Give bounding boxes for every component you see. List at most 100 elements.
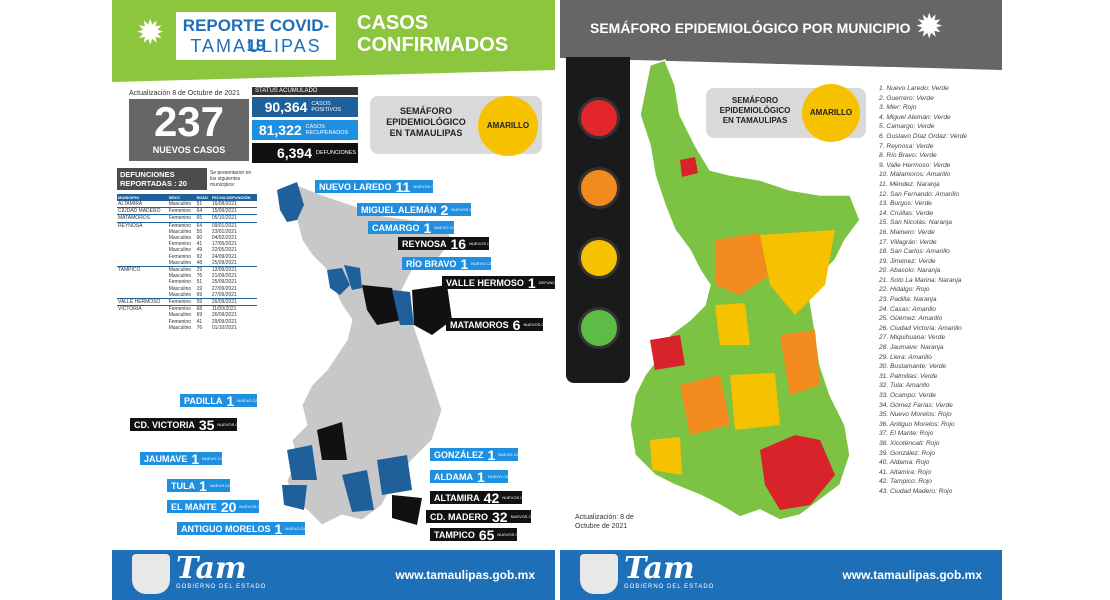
- website-link[interactable]: www.tamaulipas.gob.mx: [842, 568, 982, 582]
- list-item: 21. Soto La Marina: Naranja: [879, 276, 962, 284]
- label-name: TULA: [171, 480, 195, 491]
- brand-sub: GOBIERNO DEL ESTADO: [176, 584, 267, 590]
- table-row: CIUDAD MADERO Femenino 64 15/09/2021: [117, 207, 257, 215]
- table-cell: Femenino: [168, 253, 191, 260]
- table-row: VICTORIA Femenino 68 11/09/2021: [117, 305, 257, 313]
- semaforo-title: SEMÁFORO EPIDEMIOLÓGICO EN TAMAULIPAS: [719, 96, 791, 125]
- table-row: Masculino 76 01/10/2021: [117, 325, 257, 331]
- municipality-nuevo-laredo: [277, 182, 304, 222]
- label-name: EL MANTE: [171, 501, 217, 512]
- region-south-red: [760, 435, 835, 510]
- brand: Tam: [624, 551, 695, 586]
- label-name: GONZÁLEZ: [434, 449, 484, 460]
- table-cell: 60: [196, 235, 203, 242]
- list-item: 12. San Fernando: Amarillo: [879, 190, 960, 198]
- state-shield-icon: [580, 554, 618, 594]
- table-body: ALTAMIRA Masculino 51 16/08/2021 CIUDAD MADE…: [117, 199, 257, 332]
- covid-report-panel: ✹ REPORTE COVID-19 TAMAULIPAS CASOS CONF…: [112, 0, 555, 600]
- light-yellow: [578, 237, 620, 279]
- region-tula: [650, 437, 682, 475]
- table-cell: Femenino: [167, 298, 196, 306]
- deaths-title: DEFUNCIONES REPORTADAS : 20: [117, 168, 207, 190]
- map-label: ANTIGUO MORELOS 1 NUEVO CASO: [177, 521, 312, 537]
- table-cell: Femenino: [167, 207, 196, 215]
- table-cell: 04/02/2021: [211, 235, 237, 242]
- table-cell: 25/09/2021: [211, 279, 237, 286]
- list-item: 32. Tula: Amarillo: [879, 382, 930, 390]
- label-sub: NUEVOS CASOS: [451, 206, 484, 212]
- table-row: Masculino 60 04/02/2021: [117, 235, 257, 241]
- table-cell: 64: [195, 207, 211, 215]
- label-name: NUEVO LAREDO: [319, 181, 392, 192]
- list-item: 4. Miguel Alemán: Verde: [879, 113, 951, 121]
- table-cell: MATAMOROS: [117, 214, 168, 223]
- label-name: CD. VICTORIA: [134, 419, 195, 430]
- municipality-miguel-aleman: [327, 268, 350, 295]
- table-cell: 69: [196, 312, 203, 319]
- website-link[interactable]: www.tamaulipas.gob.mx: [395, 568, 535, 582]
- header-slant: [112, 70, 555, 82]
- section-title-line2: CONFIRMADOS: [357, 34, 509, 56]
- table-cell: 27/09/2021: [211, 291, 237, 298]
- label-count: 20: [220, 498, 237, 515]
- section-title: CASOS CONFIRMADOS: [357, 12, 508, 56]
- right-title: SEMÁFORO EPIDEMIOLÓGICO POR MUNICIPIO: [590, 20, 911, 36]
- table-cell: CIUDAD MADERO: [117, 207, 168, 215]
- label-count: 6: [512, 316, 521, 333]
- label-sub: DEFUNCIÓN: [538, 279, 555, 285]
- label-name: CAMARGO: [372, 222, 420, 233]
- map-label: VALLE HERMOSO1DEFUNCIÓN: [442, 275, 555, 291]
- virus-icon: ✹: [136, 14, 165, 52]
- label-sub: NUEVO CASO: [237, 397, 264, 403]
- table-cell: REYNOSA: [117, 221, 168, 229]
- label-sub: NUEVOS CASOS: [217, 421, 250, 427]
- table-cell: TAMPICO: [117, 266, 168, 274]
- table-cell: Femenino: [168, 279, 191, 286]
- table-row: Masculino 69 26/09/2021: [117, 312, 257, 318]
- stat-label: DEFUNCIONES: [316, 150, 357, 156]
- semaforo-badge: SEMÁFORO EPIDEMIOLÓGICO EN TAMAULIPAS AM…: [706, 84, 866, 142]
- label-sub: NUEVO CASO: [498, 451, 525, 457]
- table-cell: 65: [195, 214, 211, 223]
- table-row: Masculino 69 27/09/2021: [117, 292, 257, 299]
- stat-positive: 90,364 CASOS POSITIVOS: [252, 97, 358, 117]
- label-name: MATAMOROS: [450, 319, 509, 330]
- brand-sub: GOBIERNO DEL ESTADO: [624, 584, 715, 590]
- update-date: Actualización 8 de Octubre de 2021: [129, 90, 240, 97]
- label-count: 1: [460, 255, 469, 272]
- map-label: RÍO BRAVO 1 NUEVO CASO: [402, 255, 498, 272]
- label-count: 1: [423, 219, 432, 236]
- right-header-bar: SEMÁFORO EPIDEMIOLÓGICO POR MUNICIPIO ✹: [560, 0, 1002, 58]
- label-sub: NUEVO CASO: [209, 482, 237, 488]
- map-label: ALTAMIRA 42 NUEVOS CASOS: [430, 489, 534, 506]
- map-label: ALDAMA 1 NUEVO CASO: [430, 469, 515, 485]
- table-cell: 22/05/2021: [211, 247, 237, 254]
- new-cases-value: 237: [153, 98, 225, 145]
- label-count: 65: [478, 526, 495, 543]
- section-title-line1: CASOS: [357, 12, 429, 34]
- table-cell: Femenino: [168, 318, 191, 325]
- report-title: REPORTE COVID-19: [182, 16, 330, 55]
- label-count: 42: [483, 489, 500, 506]
- map-label: EL MANTE 20 NUEVOS CASOS: [167, 498, 271, 515]
- table-row: VALLE HERMOSO Femenino 59 26/09/2021: [117, 298, 257, 306]
- table-cell: 48: [196, 259, 203, 266]
- table-cell: 11/09/2021: [210, 305, 257, 313]
- municipality-list: 1. Nuevo Laredo: Verde 2. Guerrero: Verde…: [879, 84, 999, 497]
- list-item: 17. Villagrán: Verde: [879, 238, 937, 246]
- semaforo-badge: SEMÁFORO EPIDEMIOLÓGICO EN TAMAULIPAS AM…: [370, 96, 542, 156]
- light-orange: [578, 167, 620, 209]
- municipality-altamira: [392, 495, 422, 525]
- municipality-reynosa: [362, 285, 402, 325]
- municipality-gonzalez: [377, 455, 412, 495]
- map-label: PADILLA 1 NUEVO CASO: [180, 393, 264, 409]
- list-item: 30. Bustamante: Verde: [879, 363, 947, 371]
- table-cell: 09/01/2021: [210, 221, 257, 229]
- label-sub: NUEVO CASO: [487, 473, 515, 479]
- list-item: 18. San Carlos: Amarillo: [879, 248, 950, 256]
- label-count: 35: [198, 416, 215, 433]
- stat-label: CASOS RECUPERADOS: [305, 124, 349, 136]
- table-cell: 41: [196, 241, 203, 248]
- list-item: 1. Nuevo Laredo: Verde: [879, 85, 949, 92]
- list-item: 14. Cruillas: Verde: [879, 209, 933, 217]
